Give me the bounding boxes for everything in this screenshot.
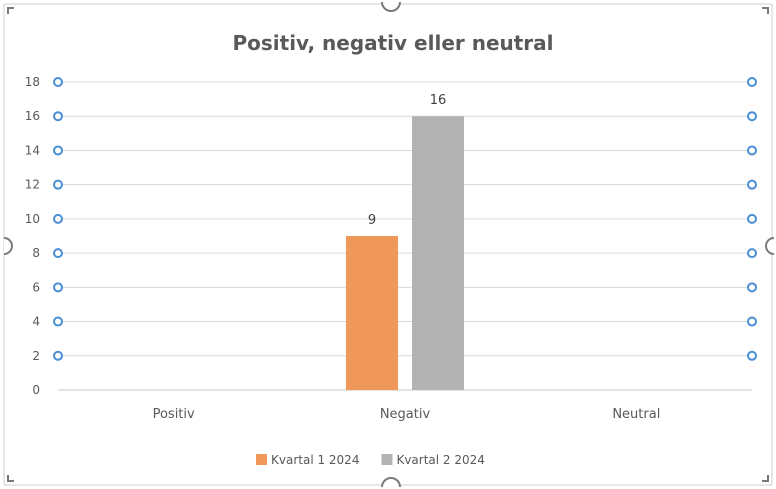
- legend-label[interactable]: Kvartal 1 2024: [271, 453, 359, 467]
- resize-handle-bottom-right[interactable]: [762, 475, 769, 482]
- data-labels: 9 16: [368, 93, 446, 228]
- y-tick-label: 18: [25, 75, 40, 89]
- x-tick-label: Neutral: [612, 407, 660, 422]
- gridline-handle-right[interactable]: [747, 213, 757, 224]
- y-axis-ticks: 0 2 4 6 8 10 12 14 16 18: [25, 75, 40, 397]
- x-tick-label: Positiv: [153, 407, 195, 422]
- resize-handle-right[interactable]: [765, 237, 775, 255]
- y-tick-label: 12: [25, 178, 40, 192]
- legend-label[interactable]: Kvartal 2 2024: [396, 453, 484, 467]
- gridline-handle-left[interactable]: [53, 316, 63, 327]
- bar[interactable]: [412, 116, 464, 390]
- bar[interactable]: [346, 236, 398, 390]
- gridline-handle-right[interactable]: [747, 145, 757, 156]
- gridline-handle-left[interactable]: [53, 248, 63, 259]
- resize-handle-left[interactable]: [3, 237, 13, 255]
- resize-handle-top-right[interactable]: [762, 7, 769, 14]
- legend[interactable]: Kvartal 1 2024 Kvartal 2 2024: [256, 453, 485, 467]
- gridline-handle-right[interactable]: [747, 111, 757, 122]
- y-tick-label: 8: [32, 246, 40, 260]
- gridline-handle-left[interactable]: [53, 282, 63, 293]
- gridline-handle-left[interactable]: [53, 77, 63, 87]
- resize-handle-top[interactable]: [381, 1, 401, 12]
- chart-title[interactable]: Positiv, negativ eller neutral: [232, 31, 553, 55]
- gridline-handle-right[interactable]: [747, 77, 757, 87]
- gridline-handle-right[interactable]: [747, 282, 757, 293]
- gridline-handle-left[interactable]: [53, 350, 63, 361]
- gridline-handle-right[interactable]: [747, 179, 757, 190]
- gridline-handle-right[interactable]: [747, 350, 757, 361]
- bars[interactable]: [346, 116, 464, 390]
- y-tick-label: 2: [32, 349, 40, 363]
- y-tick-label: 14: [25, 143, 40, 157]
- data-label: 16: [430, 93, 447, 108]
- resize-handle-top-left[interactable]: [7, 7, 14, 14]
- x-axis-labels: Positiv Negativ Neutral: [153, 407, 661, 422]
- y-tick-label: 10: [25, 212, 40, 226]
- gridline-selection-handles[interactable]: [53, 77, 757, 361]
- chart-selection-frame[interactable]: [3, 1, 775, 488]
- legend-swatch: [381, 454, 393, 465]
- y-tick-label: 0: [32, 383, 40, 397]
- gridline-handle-left[interactable]: [53, 179, 63, 190]
- y-tick-label: 4: [32, 315, 40, 329]
- gridline-handle-right[interactable]: [747, 248, 757, 259]
- gridline-handle-right[interactable]: [747, 316, 757, 327]
- resize-handle-bottom-left[interactable]: [7, 475, 14, 482]
- data-label: 9: [368, 213, 376, 228]
- legend-swatch: [256, 454, 267, 465]
- gridline-handle-left[interactable]: [53, 111, 63, 122]
- y-tick-label: 16: [25, 109, 40, 123]
- resize-handle-bottom[interactable]: [381, 477, 401, 488]
- y-tick-label: 6: [32, 280, 40, 294]
- gridline-handle-left[interactable]: [53, 145, 63, 156]
- gridline-handle-left[interactable]: [53, 213, 63, 224]
- x-tick-label: Negativ: [380, 407, 431, 422]
- gridlines: [58, 81, 752, 391]
